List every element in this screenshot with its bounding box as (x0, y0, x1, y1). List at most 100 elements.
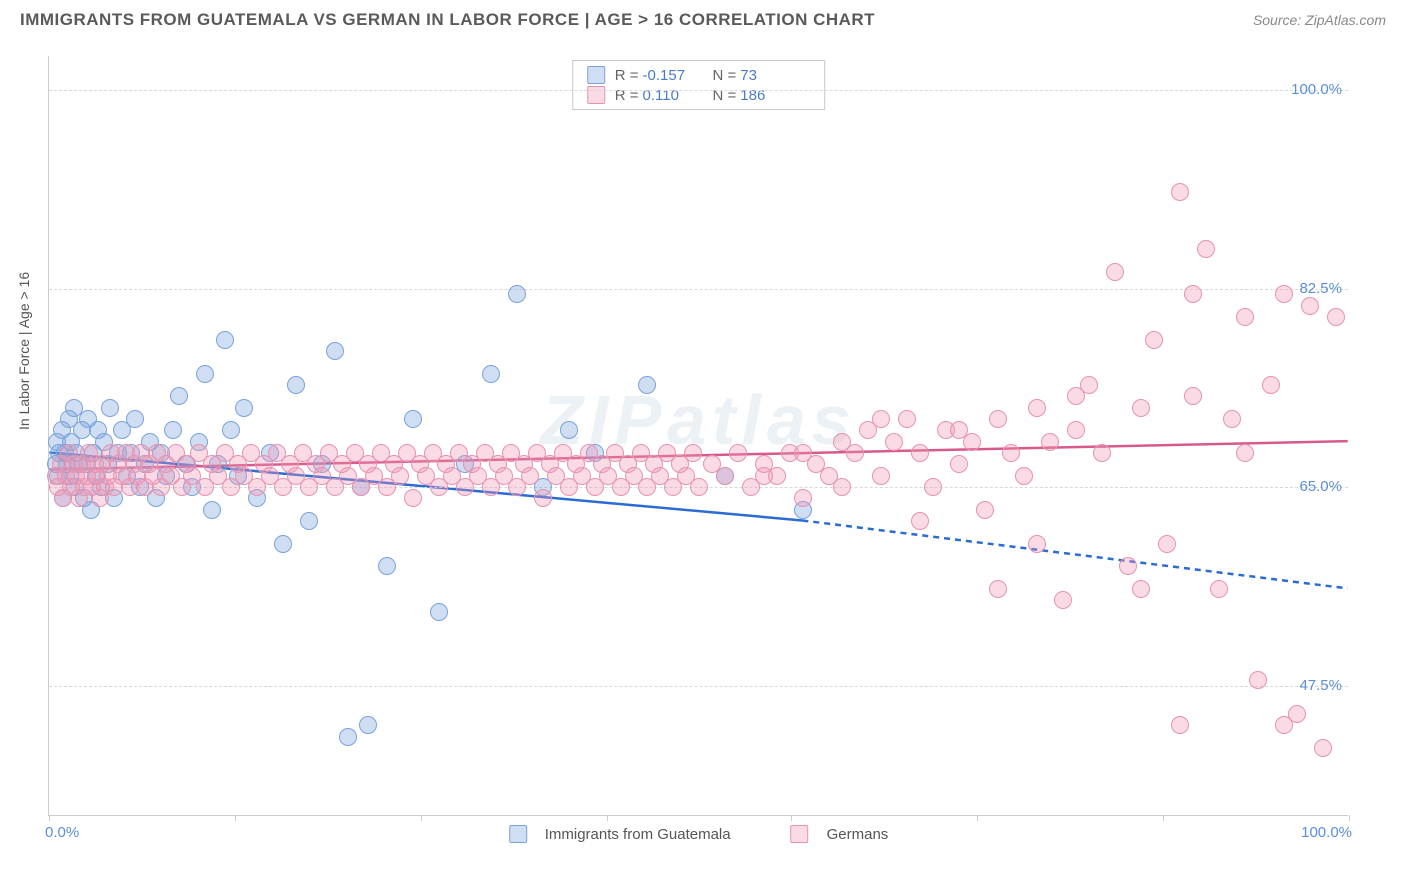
scatter-point (1041, 433, 1059, 451)
r-value-guatemala: -0.157 (643, 67, 695, 84)
scatter-point (1119, 557, 1137, 575)
scatter-point (164, 421, 182, 439)
source-attribution: Source: ZipAtlas.com (1253, 12, 1386, 28)
x-tick (1349, 815, 1350, 821)
scatter-point (1301, 297, 1319, 315)
scatter-point (404, 489, 422, 507)
chart-plot-area: ZIPatlas R = -0.157 N = 73 R = 0.110 N =… (48, 56, 1348, 816)
scatter-point (924, 478, 942, 496)
trend-lines-svg (49, 56, 1348, 815)
scatter-point (521, 467, 539, 485)
stats-row-guatemala: R = -0.157 N = 73 (587, 65, 811, 85)
chart-header: IMMIGRANTS FROM GUATEMALA VS GERMAN IN L… (0, 0, 1406, 36)
swatch-germans (587, 86, 605, 104)
scatter-point (1275, 285, 1293, 303)
scatter-point (1262, 376, 1280, 394)
scatter-point (170, 387, 188, 405)
scatter-point (690, 478, 708, 496)
scatter-point (196, 365, 214, 383)
x-tick (49, 815, 50, 821)
scatter-point (482, 365, 500, 383)
legend-swatch-germans (791, 825, 809, 843)
scatter-point (950, 455, 968, 473)
correlation-stats-box: R = -0.157 N = 73 R = 0.110 N = 186 (572, 60, 826, 110)
scatter-point (222, 421, 240, 439)
scatter-point (1275, 716, 1293, 734)
y-tick-label: 65.0% (1299, 478, 1342, 495)
series-legend: Immigrants from Guatemala Germans (509, 825, 889, 843)
scatter-point (378, 557, 396, 575)
x-tick (607, 815, 608, 821)
gridline (49, 90, 1348, 91)
scatter-point (1132, 580, 1150, 598)
legend-label-guatemala: Immigrants from Guatemala (545, 826, 731, 843)
scatter-point (755, 467, 773, 485)
scatter-point (729, 444, 747, 462)
x-axis-max-label: 100.0% (1301, 824, 1352, 841)
scatter-point (287, 376, 305, 394)
legend-swatch-guatemala (509, 825, 527, 843)
r-label: R = (615, 67, 639, 84)
x-tick (235, 815, 236, 821)
swatch-guatemala (587, 66, 605, 84)
y-tick-label: 100.0% (1291, 81, 1342, 98)
scatter-point (1184, 285, 1202, 303)
scatter-point (638, 376, 656, 394)
stats-row-germans: R = 0.110 N = 186 (587, 85, 811, 105)
scatter-point (404, 410, 422, 428)
n-label: N = (713, 67, 737, 84)
scatter-point (950, 421, 968, 439)
scatter-point (833, 478, 851, 496)
scatter-point (560, 421, 578, 439)
scatter-point (872, 410, 890, 428)
scatter-point (1028, 535, 1046, 553)
scatter-point (1171, 716, 1189, 734)
scatter-point (1145, 331, 1163, 349)
scatter-point (794, 489, 812, 507)
scatter-point (1106, 263, 1124, 281)
scatter-point (101, 399, 119, 417)
scatter-point (1015, 467, 1033, 485)
scatter-point (1093, 444, 1111, 462)
scatter-point (1158, 535, 1176, 553)
scatter-point (684, 444, 702, 462)
x-tick (421, 815, 422, 821)
scatter-point (274, 535, 292, 553)
x-tick (977, 815, 978, 821)
scatter-point (1236, 308, 1254, 326)
scatter-point (1067, 387, 1085, 405)
scatter-point (326, 342, 344, 360)
scatter-point (885, 433, 903, 451)
scatter-point (1223, 410, 1241, 428)
scatter-point (898, 410, 916, 428)
scatter-point (872, 467, 890, 485)
scatter-point (1184, 387, 1202, 405)
scatter-point (1054, 591, 1072, 609)
x-tick (791, 815, 792, 821)
scatter-point (1171, 183, 1189, 201)
scatter-point (126, 410, 144, 428)
scatter-point (430, 603, 448, 621)
scatter-point (216, 331, 234, 349)
scatter-point (716, 467, 734, 485)
y-tick-label: 47.5% (1299, 677, 1342, 694)
y-axis-label: In Labor Force | Age > 16 (16, 272, 32, 430)
gridline (49, 289, 1348, 290)
scatter-point (1210, 580, 1228, 598)
scatter-point (794, 444, 812, 462)
scatter-point (989, 410, 1007, 428)
chart-title: IMMIGRANTS FROM GUATEMALA VS GERMAN IN L… (20, 10, 875, 30)
legend-item-guatemala: Immigrants from Guatemala (509, 825, 731, 843)
scatter-point (1249, 671, 1267, 689)
scatter-point (976, 501, 994, 519)
y-tick-label: 82.5% (1299, 280, 1342, 297)
scatter-point (359, 716, 377, 734)
scatter-point (1197, 240, 1215, 258)
scatter-point (391, 467, 409, 485)
scatter-point (1314, 739, 1332, 757)
legend-item-germans: Germans (791, 825, 889, 843)
gridline (49, 686, 1348, 687)
scatter-point (534, 489, 552, 507)
scatter-point (235, 399, 253, 417)
scatter-point (846, 444, 864, 462)
